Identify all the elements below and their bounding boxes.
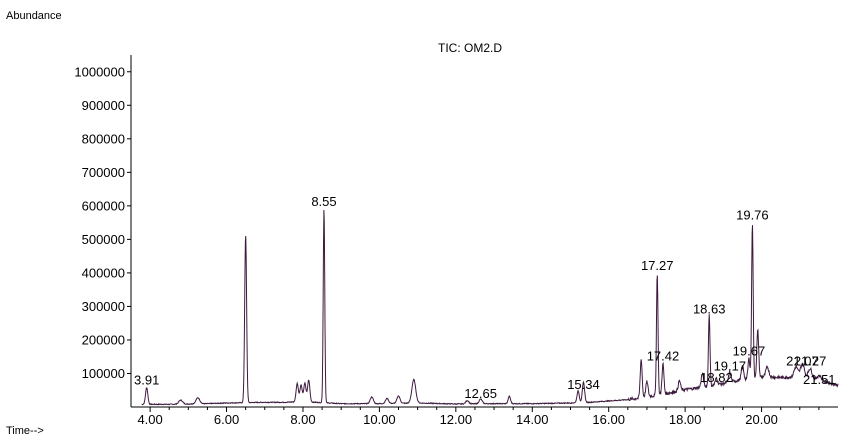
peak-label: 21.27 bbox=[794, 353, 827, 368]
peak-label: 17.42 bbox=[647, 348, 680, 363]
x-axis-title: Time--> bbox=[6, 425, 44, 437]
x-axis-ticks: 4.00 6.00 8.00 10.00 12.00 14.00 16.00 18.00 20.… bbox=[137, 407, 820, 427]
peak-label: 21.07 bbox=[786, 353, 819, 368]
tic-trace-line bbox=[141, 210, 839, 406]
y-axis-title: Abundance bbox=[6, 10, 62, 22]
peak-label: 8.55 bbox=[311, 194, 336, 209]
y-tick-label: 800000 bbox=[82, 131, 125, 146]
x-tick-label: 16.00 bbox=[592, 412, 625, 427]
y-tick-label: 500000 bbox=[82, 232, 125, 247]
x-tick-label: 20.00 bbox=[745, 412, 778, 427]
y-tick-label: 900000 bbox=[82, 98, 125, 113]
x-tick-label: 12.00 bbox=[440, 412, 473, 427]
peak-label: 18.63 bbox=[693, 301, 726, 316]
peak-label: 21.51 bbox=[803, 372, 836, 387]
x-tick-label: 6.00 bbox=[214, 412, 239, 427]
peak-label: 15.34 bbox=[567, 377, 600, 392]
x-tick-label: 10.00 bbox=[363, 412, 396, 427]
y-tick-label: 700000 bbox=[82, 165, 125, 180]
peak-label: 17.27 bbox=[641, 258, 674, 273]
chart-title: TIC: OM2.D bbox=[438, 41, 502, 55]
x-tick-label: 18.00 bbox=[669, 412, 702, 427]
y-tick-label: 1000000 bbox=[74, 64, 125, 79]
peak-label: 19.17 bbox=[714, 358, 747, 373]
peak-label: 12.65 bbox=[464, 386, 497, 401]
y-tick-label: 400000 bbox=[82, 265, 125, 280]
x-tick-label: 8.00 bbox=[290, 412, 315, 427]
y-axis-ticks: 100000 200000 300000 400000 500000 600000 7000… bbox=[74, 64, 131, 381]
y-tick-label: 200000 bbox=[82, 332, 125, 347]
y-tick-label: 300000 bbox=[82, 299, 125, 314]
x-tick-label: 4.00 bbox=[137, 412, 162, 427]
peak-labels: 3.918.5512.6515.3417.2717.4218.6318.8219… bbox=[134, 194, 836, 401]
y-tick-label: 100000 bbox=[82, 366, 125, 381]
peak-label: 3.91 bbox=[134, 373, 159, 388]
y-tick-label: 600000 bbox=[82, 198, 125, 213]
peak-label: 19.76 bbox=[736, 208, 769, 223]
peak-label: 19.67 bbox=[733, 343, 766, 358]
x-tick-label: 14.00 bbox=[516, 412, 549, 427]
peak-label: 18.82 bbox=[700, 370, 733, 385]
